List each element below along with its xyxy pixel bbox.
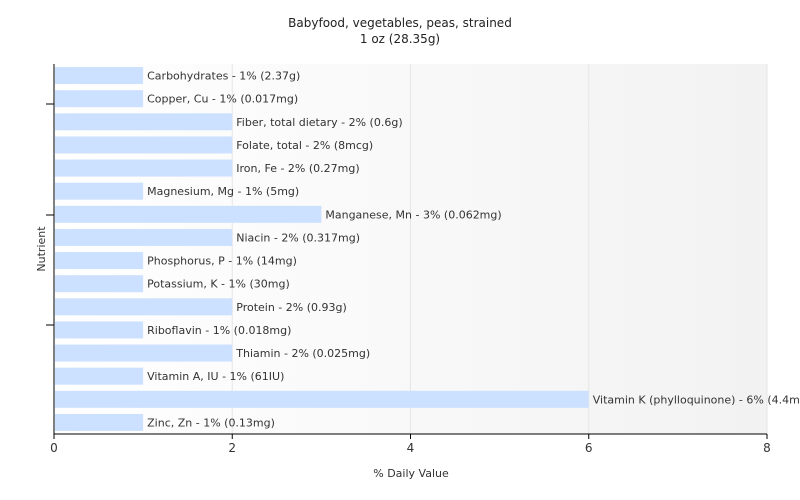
bar-label: Niacin - 2% (0.317mg)	[236, 231, 360, 244]
bar	[55, 321, 144, 339]
bar-label: Fiber, total dietary - 2% (0.6g)	[236, 116, 402, 129]
bar-label: Manganese, Mn - 3% (0.062mg)	[325, 208, 501, 221]
x-axis-label: % Daily Value	[373, 467, 449, 480]
bar	[55, 90, 144, 108]
bar	[55, 136, 233, 154]
bar-label: Magnesium, Mg - 1% (5mg)	[147, 185, 299, 198]
chart-title: Babyfood, vegetables, peas, strained	[288, 16, 512, 30]
bar	[55, 275, 144, 293]
bar	[55, 182, 144, 200]
bar	[55, 159, 233, 177]
bar-label: Copper, Cu - 1% (0.017mg)	[147, 93, 298, 106]
x-tick-label: 8	[763, 441, 771, 455]
bar-label: Folate, total - 2% (8mcg)	[236, 139, 373, 152]
bar	[55, 367, 144, 385]
axes	[46, 64, 768, 439]
bar	[55, 344, 233, 362]
bar	[55, 113, 233, 131]
bar-label: Vitamin A, IU - 1% (61IU)	[147, 370, 284, 383]
x-tick-label: 0	[50, 441, 58, 455]
bar	[55, 252, 144, 270]
bar	[55, 228, 233, 246]
bar-label: Protein - 2% (0.93g)	[236, 301, 347, 314]
bar-label: Iron, Fe - 2% (0.27mg)	[236, 162, 359, 175]
bar-series	[55, 67, 589, 431]
bar-label: Carbohydrates - 1% (2.37g)	[147, 70, 300, 83]
bar-label: Zinc, Zn - 1% (0.13mg)	[147, 416, 275, 429]
bar-label: Phosphorus, P - 1% (14mg)	[147, 255, 297, 268]
bar	[55, 390, 589, 408]
x-tick-label: 4	[407, 441, 415, 455]
chart-subtitle: 1 oz (28.35g)	[359, 32, 441, 46]
bar	[55, 67, 144, 85]
bar	[55, 413, 144, 431]
bar-label: Thiamin - 2% (0.025mg)	[235, 347, 370, 360]
y-axis-label: Nutrient	[35, 226, 48, 272]
x-tick-labels: 0 2 4 6 8	[50, 441, 771, 455]
bar	[55, 298, 233, 316]
bar	[55, 205, 322, 223]
x-tick-label: 6	[585, 441, 593, 455]
bar-label: Potassium, K - 1% (30mg)	[147, 278, 290, 291]
chart-title-block: Babyfood, vegetables, peas, strained 1 o…	[0, 15, 800, 47]
bar-label: Vitamin K (phylloquinone) - 6% (4.4mcg)	[593, 393, 800, 406]
bar-label-group: Carbohydrates - 1% (2.37g) Copper, Cu - 1…	[147, 70, 800, 430]
bar-label: Riboflavin - 1% (0.018mg)	[147, 324, 291, 337]
x-tick-label: 2	[228, 441, 236, 455]
